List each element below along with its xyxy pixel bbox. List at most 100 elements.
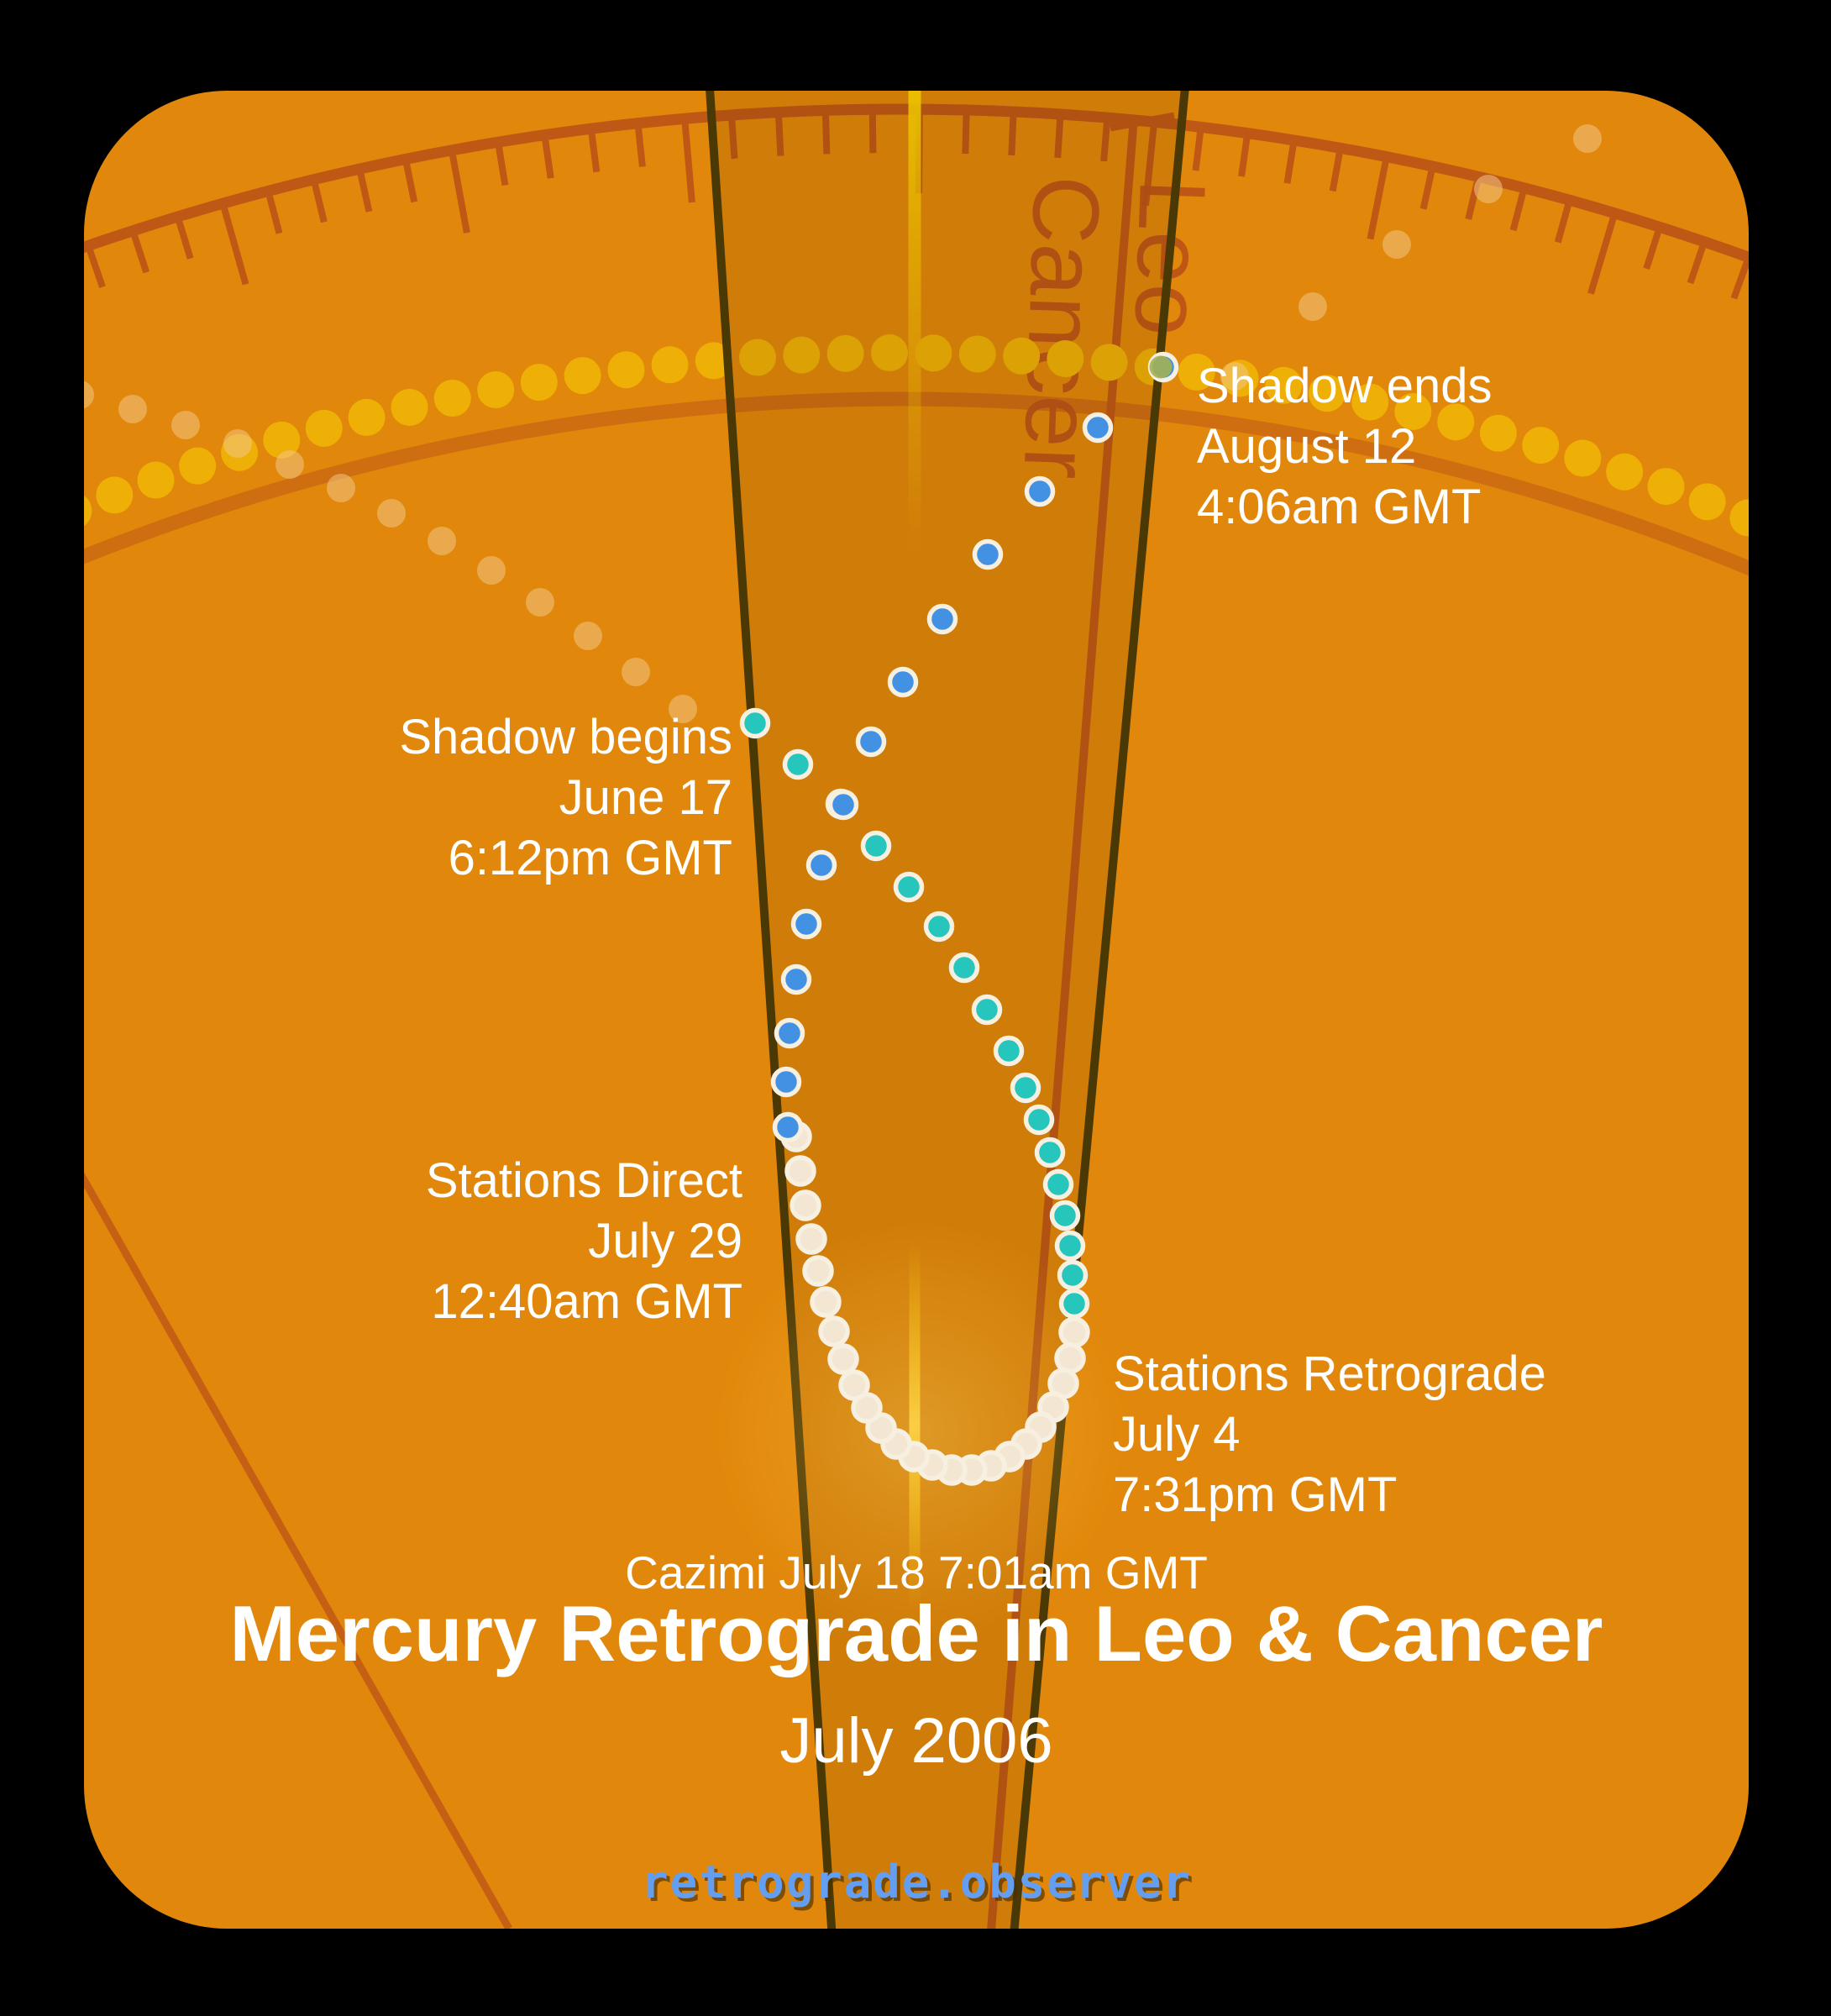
watermark: retrograde.observer: [641, 1856, 1192, 1908]
sun-dot: [651, 346, 689, 384]
mercury-dot: [805, 849, 837, 881]
sun-dot: [783, 336, 821, 374]
mercury-direct-entering-shadow: [739, 707, 1090, 1320]
mercury-dot: [1058, 1288, 1090, 1320]
shadow-ends-date: August 12: [1197, 419, 1417, 474]
subtitle-date: July 2006: [779, 1705, 1053, 1777]
ruler-tick: [634, 123, 646, 167]
mercury-dot: [739, 707, 771, 739]
mercury-dot: [818, 1315, 850, 1347]
faded-mercury-dot: [118, 395, 147, 423]
stations-direct-date: July 29: [588, 1214, 742, 1268]
gemini-cancer-boundary-line: [84, 1172, 512, 1929]
mercury-dot: [993, 1035, 1025, 1067]
ruler-tick: [129, 229, 150, 274]
sun-dot: [348, 398, 386, 436]
stations-direct-label: Stations Direct: [425, 1153, 742, 1208]
faded-mercury-dot: [84, 381, 94, 409]
ruler-tick: [1730, 255, 1749, 300]
ecliptic-arc: [84, 392, 1749, 577]
mercury-dot: [802, 1255, 834, 1287]
sun-dot: [1178, 354, 1215, 391]
cazimi-note: Cazimi July 18 7:01am GMT: [625, 1546, 1208, 1599]
mercury-dot: [780, 963, 812, 995]
sun-dot: [915, 334, 952, 372]
mercury-dot: [923, 911, 955, 942]
sun-dot: [871, 334, 909, 372]
faded-mercury-dot: [1382, 230, 1411, 259]
mercury-dot: [770, 1066, 802, 1098]
mercury-dot: [1042, 1168, 1074, 1200]
faded-mercury-dot: [477, 556, 506, 585]
retrograde-chart: CancerLeo: [84, 91, 1749, 1929]
mercury-dot: [838, 1369, 870, 1401]
mercury-dot: [893, 871, 925, 903]
sun-dot: [391, 388, 428, 426]
mercury-dot: [887, 666, 919, 698]
mercury-dot: [926, 603, 958, 635]
sun-dot: [1265, 366, 1303, 404]
annotation-stations-retrograde: Stations Retrograde July 4 7:31pm GMT: [1113, 1344, 1546, 1525]
sun-dot: [433, 379, 471, 417]
wedge-left-line: [706, 91, 837, 1929]
ruler-tick: [1509, 186, 1528, 232]
mercury-dot: [784, 1155, 816, 1187]
sun-ray-beam-top: [908, 91, 921, 554]
shadow-end-marker: [1147, 351, 1179, 383]
annotation-shadow-begins: Shadow begins June 17 6:12pm GMT: [399, 707, 732, 889]
sun-dot: [305, 409, 343, 447]
ruler-tick: [85, 244, 106, 288]
faded-mercury-dot: [1298, 292, 1327, 321]
mercury-dot: [948, 952, 980, 984]
sun-dot: [958, 335, 996, 373]
ruler-tick: [1329, 147, 1344, 192]
ruler-tick: [1100, 117, 1111, 162]
ruler-tick: [1587, 212, 1619, 295]
faded-mercury-dot: [171, 411, 200, 439]
sun-dot: [1564, 439, 1602, 477]
ruler-tick: [174, 215, 194, 260]
sun-daily-path: [84, 334, 1749, 537]
sun-dot: [607, 351, 645, 389]
mercury-dot: [855, 726, 887, 758]
ruler-tick: [541, 134, 554, 179]
mercury-dot: [1082, 412, 1114, 444]
mercury-dot: [827, 789, 859, 821]
sun-dot: [1047, 340, 1084, 378]
ruler-tick: [821, 110, 831, 155]
sun-dot: [96, 476, 134, 514]
mercury-dot: [972, 538, 1004, 570]
sun-dot: [1606, 453, 1644, 491]
ruler-tick: [1283, 139, 1298, 184]
ruler-tick: [1008, 111, 1017, 156]
ruler-tick: [868, 109, 877, 154]
ruler-tick: [1643, 226, 1663, 270]
sun-ray-beam-bottom: [909, 1243, 921, 1609]
ruler-tick: [401, 158, 418, 203]
ruler-tick: [681, 118, 695, 203]
ruler-tick: [219, 202, 249, 286]
sun-dot: [179, 447, 217, 485]
mercury-dot: [1034, 1137, 1066, 1168]
mercury-dot: [782, 748, 814, 780]
mercury-dot: [772, 1111, 804, 1143]
annotation-stations-direct: Stations Direct July 29 12:40am GMT: [426, 1151, 742, 1332]
mercury-dot: [971, 994, 1003, 1026]
annotation-shadow-ends: Shadow ends August 12 4:06am GMT: [1197, 356, 1492, 538]
sun-dot: [1003, 337, 1041, 375]
mercury-dot: [1057, 1259, 1089, 1291]
shadow-begins-time: 6:12pm GMT: [448, 831, 732, 885]
mercury-dot: [795, 1223, 827, 1255]
faded-mercury-dot: [1220, 362, 1249, 391]
sun-dot: [1729, 499, 1749, 537]
cazimi-glow: [711, 1221, 1131, 1641]
mercury-dot: [1054, 1342, 1086, 1374]
faded-mercury-dot: [275, 450, 304, 479]
faded-mercury-dot: [1474, 175, 1503, 203]
sun-dot: [137, 461, 175, 499]
mercury-dot: [790, 1189, 821, 1221]
faded-mercury-dot: [223, 429, 252, 458]
ruler-tick: [495, 141, 509, 186]
faded-mercury-dot: [622, 658, 650, 686]
degree-ruler-arc: [84, 104, 1749, 265]
